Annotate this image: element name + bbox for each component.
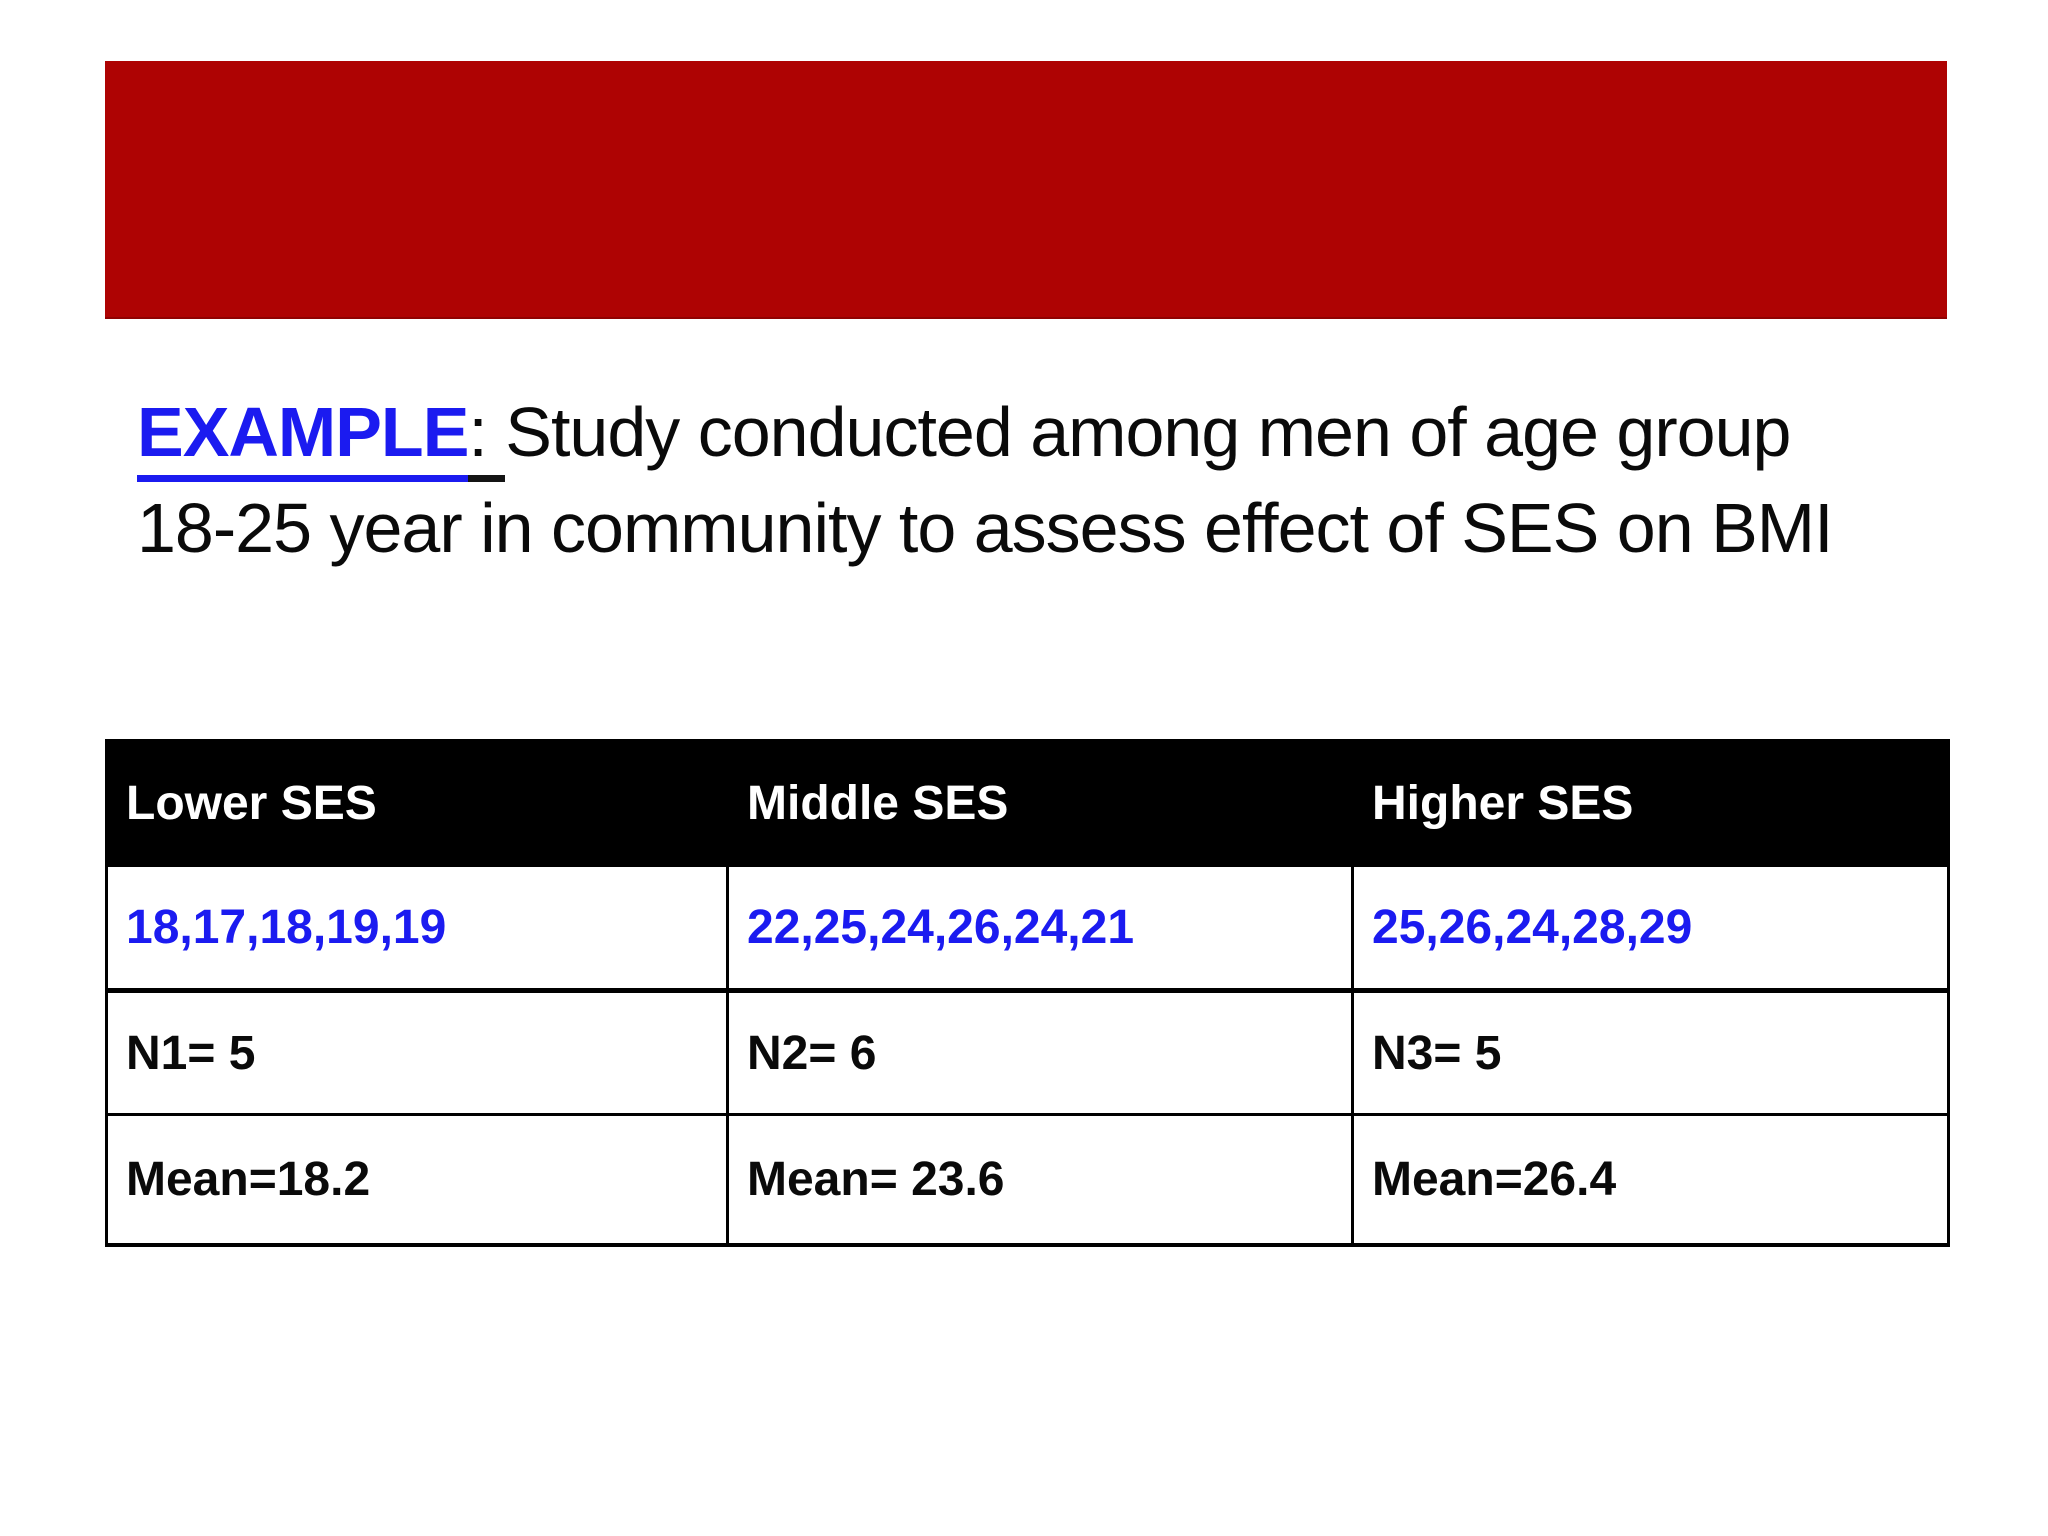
table-cell-values-lower: 18,17,18,19,19 (105, 864, 729, 993)
header-cell-higher-ses: Higher SES (1351, 739, 1950, 867)
heading-line-1: EXAMPLE: Study conducted among men of ag… (137, 384, 2007, 482)
table-cell-n3: N3= 5 (1351, 989, 1950, 1116)
slide-heading: EXAMPLE: Study conducted among men of ag… (137, 384, 2007, 576)
table-cell-values-higher: 25,26,24,28,29 (1351, 864, 1950, 993)
table-header-row: Lower SES Middle SES Higher SES (105, 739, 1950, 867)
table-cell-mean-middle: Mean= 23.6 (726, 1113, 1354, 1247)
heading-line-2: 18-25 year in community to assess effect… (137, 489, 1834, 567)
table-row-means: Mean=18.2 Mean= 23.6 Mean=26.4 (105, 1113, 1950, 1247)
ses-bmi-table: Lower SES Middle SES Higher SES 18,17,18… (105, 739, 1950, 1247)
title-banner (105, 61, 1947, 319)
table-cell-values-middle: 22,25,24,26,24,21 (726, 864, 1354, 993)
table-row-values: 18,17,18,19,19 22,25,24,26,24,21 25,26,2… (105, 864, 1950, 993)
header-cell-middle-ses: Middle SES (726, 739, 1354, 867)
table-cell-n1: N1= 5 (105, 989, 729, 1116)
heading-keyword: EXAMPLE (137, 393, 469, 482)
table-row-counts: N1= 5 N2= 6 N3= 5 (105, 989, 1950, 1116)
table-cell-mean-higher: Mean=26.4 (1351, 1113, 1950, 1247)
heading-line1-text: Study conducted among men of age group (505, 393, 1791, 471)
header-cell-lower-ses: Lower SES (105, 739, 729, 867)
table-cell-mean-lower: Mean=18.2 (105, 1113, 729, 1247)
heading-separator: : (468, 393, 506, 482)
table-cell-n2: N2= 6 (726, 989, 1354, 1116)
